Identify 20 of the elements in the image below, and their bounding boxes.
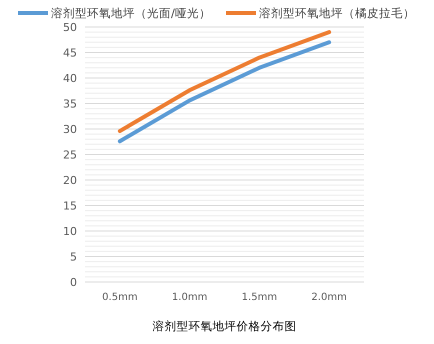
y-tick-label: 5	[70, 250, 77, 264]
y-tick-label: 10	[63, 224, 77, 238]
y-tick-label: 0	[70, 276, 77, 289]
y-tick-label: 20	[63, 174, 77, 187]
y-tick-label: 45	[63, 46, 77, 60]
y-tick-label: 35	[63, 97, 77, 110]
x-tick-label: 2.0mm	[311, 292, 347, 303]
legend-label: 溶剂型环氧地坪（光面/哑光）	[51, 6, 211, 20]
y-tick-label: 30	[63, 122, 77, 136]
x-tick-label: 1.5mm	[242, 292, 278, 303]
x-tick-label: 0.5mm	[102, 292, 138, 303]
y-tick-label: 15	[63, 199, 77, 212]
line-series	[118, 30, 332, 134]
y-tick-label: 25	[63, 148, 77, 162]
y-tick-label: 50	[63, 20, 77, 34]
line-series	[118, 40, 332, 144]
text: 溶剂型环氧地坪价格分布图	[152, 319, 296, 333]
legend-label: 溶剂型环氧地坪（橘皮拉毛）	[259, 6, 415, 20]
x-tick-label: 1.0mm	[172, 292, 208, 303]
y-tick-label: 40	[63, 72, 77, 85]
